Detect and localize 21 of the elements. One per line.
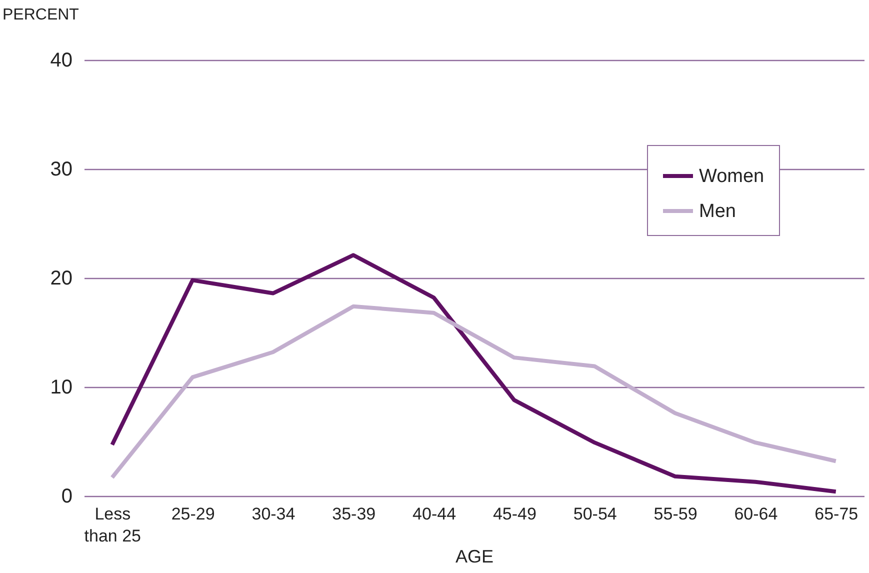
x-tick-label: 40-44 <box>412 504 456 524</box>
x-tick-label: 55-59 <box>654 504 698 524</box>
y-tick-label: 0 <box>61 486 72 508</box>
x-tick-label: 45-49 <box>492 504 536 524</box>
y-tick-label: 40 <box>50 50 72 72</box>
x-tick-label: 35-39 <box>332 504 376 524</box>
line-series <box>110 253 838 494</box>
y-tick-label: 10 <box>50 376 72 398</box>
legend-label: Women <box>699 166 764 187</box>
line-series <box>110 304 838 480</box>
x-axis-title: AGE <box>455 546 494 566</box>
x-tick-label: 25-29 <box>171 504 215 524</box>
y-tick-label: 30 <box>50 158 72 180</box>
x-tick-label: 30-34 <box>252 504 296 524</box>
x-tick-label: 50-54 <box>573 504 617 524</box>
x-tick-label: Less than 25 <box>84 504 142 546</box>
legend-label: Men <box>699 201 736 222</box>
y-tick-label: 20 <box>50 268 72 290</box>
y-axis-title: PERCENT <box>2 6 80 24</box>
x-tick-label: 60-64 <box>734 504 778 524</box>
x-tick-label: 65-75 <box>814 504 858 524</box>
